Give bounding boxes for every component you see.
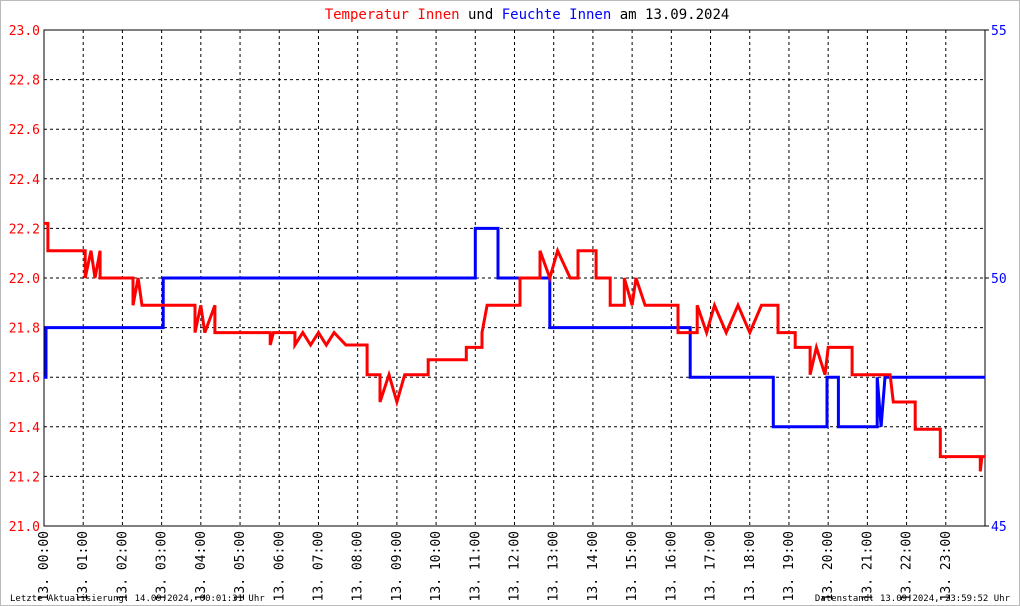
series-line (44, 226, 985, 429)
x-tick-label: 13. 02:00 (115, 531, 130, 601)
x-tick-label: 13. 03:00 (155, 531, 170, 601)
y-tick-label: 21.4 (9, 421, 40, 436)
x-tick-label: 13. 08:00 (351, 531, 366, 601)
x-tick-label: 13. 14:00 (586, 531, 601, 601)
title-humidity: Feuchte Innen (502, 7, 612, 23)
x-tick-label: 13. 05:00 (233, 531, 248, 601)
y-tick-label: 21.0 (9, 520, 40, 535)
x-tick-label: 13. 00:00 (37, 531, 52, 601)
x-tick-label: 13. 21:00 (860, 531, 875, 601)
y-tick-label: 22.0 (9, 272, 40, 287)
y-tick-label: 21.8 (9, 322, 40, 337)
chart-title: Temperatur Innen und Feuchte Innen am 13… (325, 7, 730, 23)
x-tick-label: 13. 01:00 (76, 531, 91, 601)
x-tick-label: 13. 18:00 (743, 531, 758, 601)
x-tick-label: 13. 19:00 (782, 531, 797, 601)
x-tick-label: 13. 04:00 (194, 531, 209, 601)
y-tick-label: 22.2 (9, 222, 40, 237)
x-tick-label: 13. 22:00 (900, 531, 915, 601)
x-tick-label: 13. 17:00 (704, 531, 719, 601)
y-tick-label: 21.2 (9, 470, 40, 485)
y-tick-label: 23.0 (9, 24, 40, 39)
x-tick-label: 13. 07:00 (311, 531, 326, 601)
y2-tick-label: 55 (991, 24, 1007, 39)
x-tick-label: 13. 12:00 (508, 531, 523, 601)
x-tick-label: 13. 09:00 (390, 531, 405, 601)
x-tick-label: 13. 15:00 (625, 531, 640, 601)
y2-tick-label: 45 (991, 520, 1007, 535)
x-tick-label: 13. 16:00 (664, 531, 679, 601)
plot-frame (43, 29, 986, 527)
title-temp: Temperatur Innen (325, 7, 460, 23)
title-date: am 13.09.2024 (620, 7, 730, 23)
x-tick-label: 13. 23:00 (939, 531, 954, 601)
x-tick-label: 13. 13:00 (547, 531, 562, 601)
footer-left: Letzte Aktualisierung: 14.09.2024, 00:01… (10, 594, 265, 604)
x-tick-label: 13. 10:00 (429, 531, 444, 601)
y-tick-label: 22.8 (9, 74, 40, 89)
footer-right: Datenstand: 13.09.2024, 23:59:52 Uhr (815, 594, 1011, 604)
title-connector: und (468, 7, 493, 23)
y2-tick-label: 50 (991, 272, 1007, 287)
x-tick-label: 13. 06:00 (272, 531, 287, 601)
y-tick-label: 22.4 (9, 173, 40, 188)
x-tick-label: 13. 11:00 (468, 531, 483, 601)
y-tick-label: 21.6 (9, 371, 40, 386)
y-tick-label: 22.6 (9, 123, 40, 138)
series-line (44, 221, 985, 472)
x-tick-label: 13. 20:00 (821, 531, 836, 601)
